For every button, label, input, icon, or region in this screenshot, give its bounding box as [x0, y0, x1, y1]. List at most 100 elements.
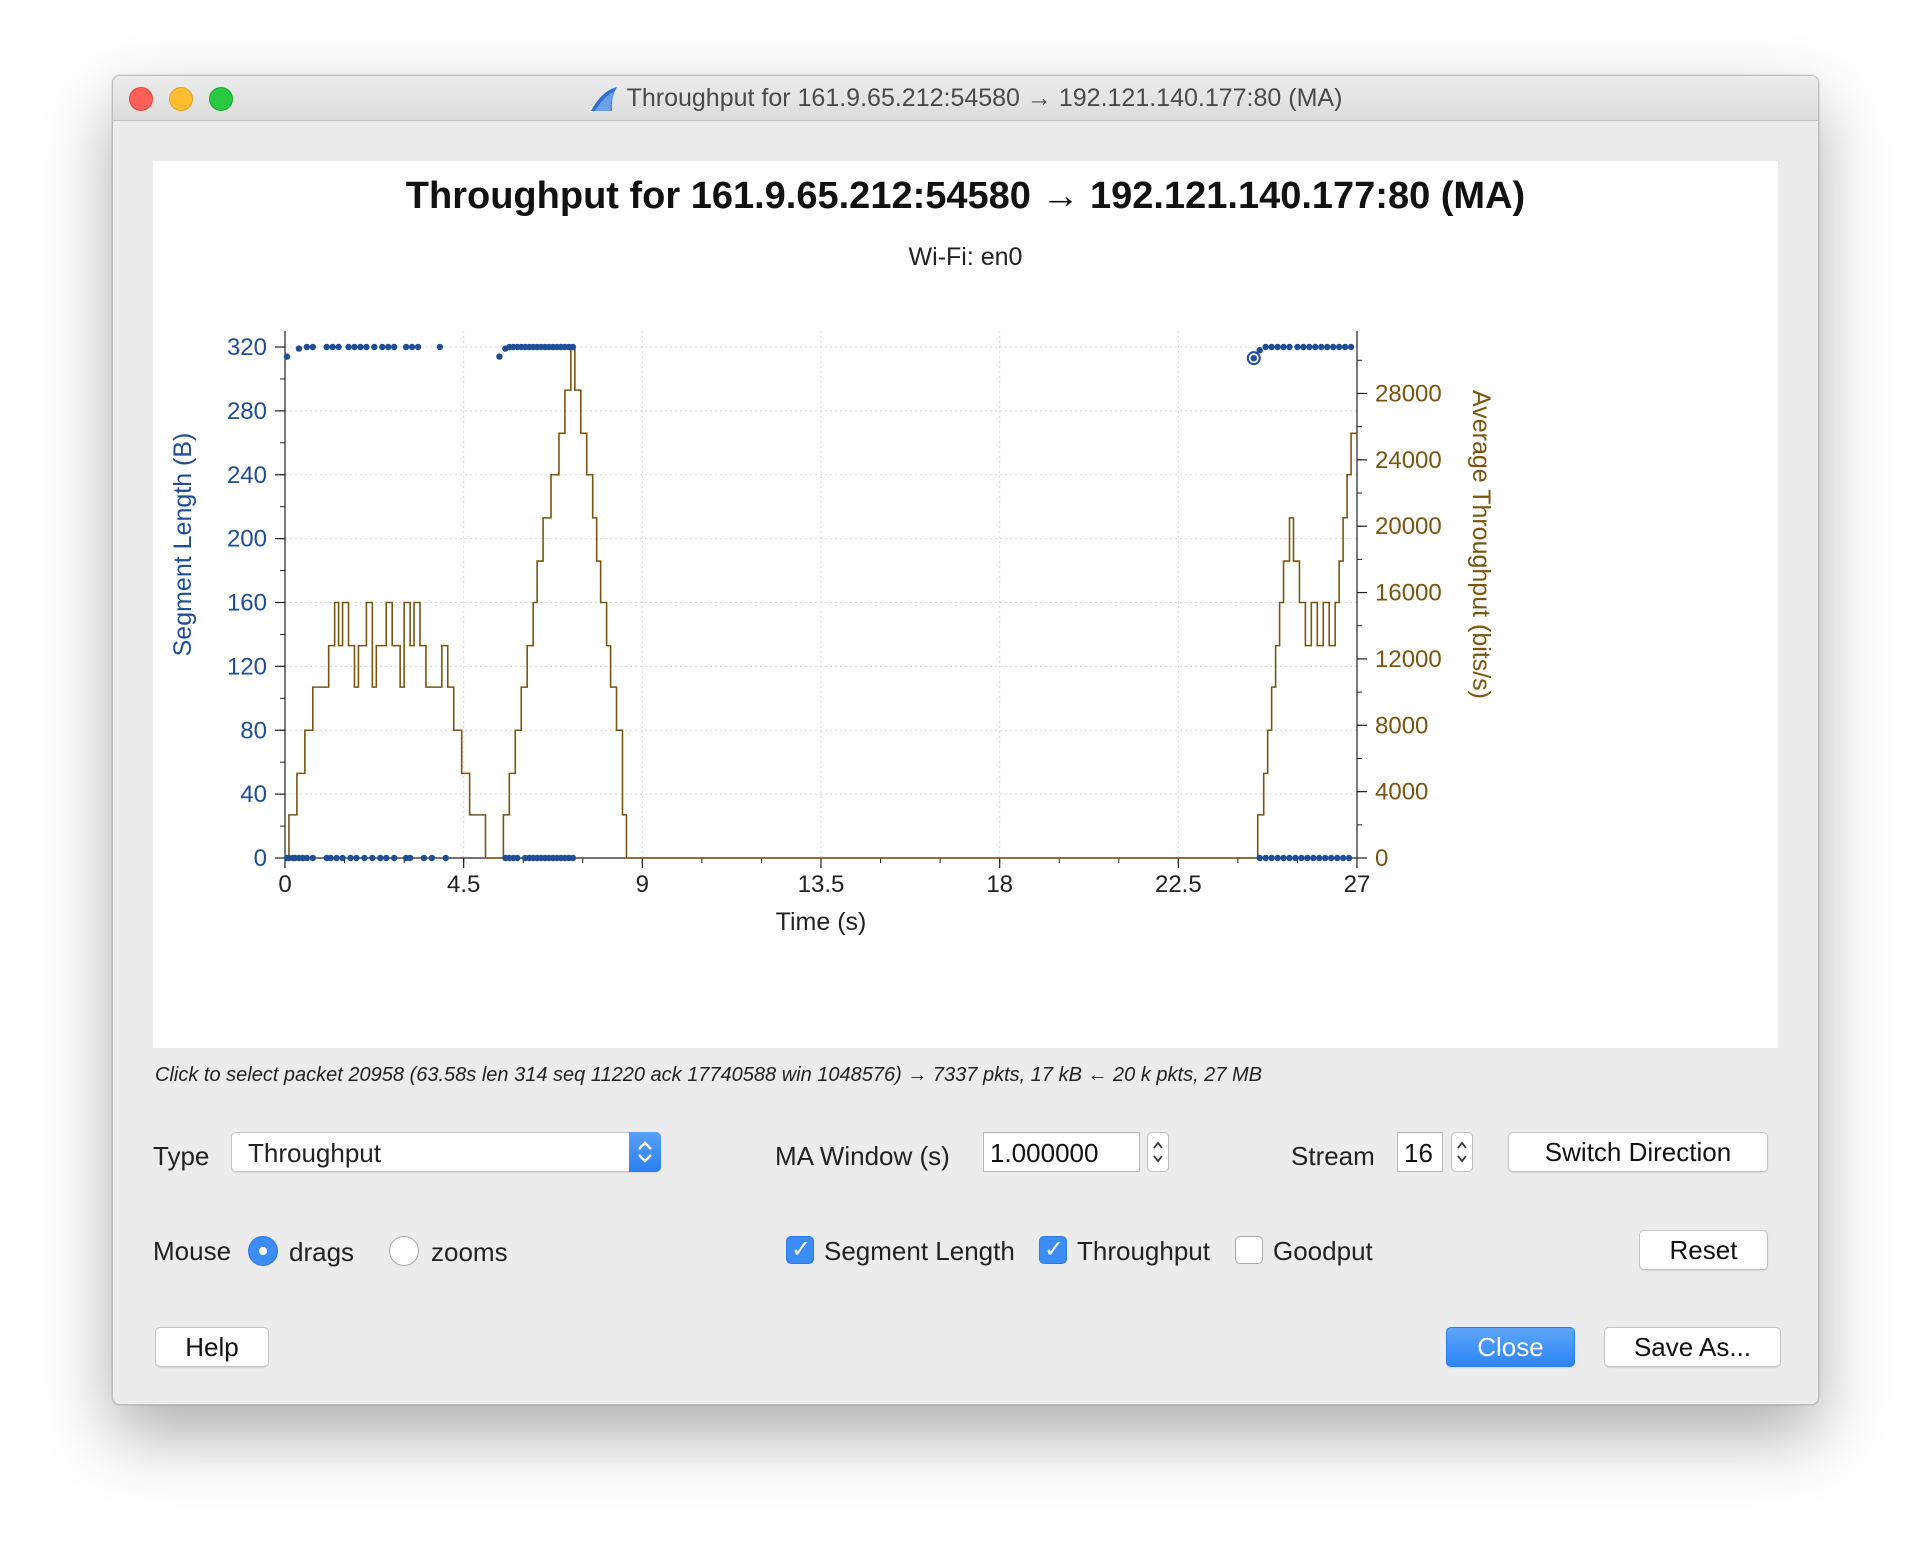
throughput-label[interactable]: Throughput — [1077, 1236, 1210, 1266]
y-left-tick-label: 0 — [254, 845, 267, 872]
x-tick-label: 22.5 — [1155, 871, 1202, 898]
minimize-window-button[interactable] — [169, 87, 193, 111]
segment-length-checkbox[interactable] — [786, 1235, 814, 1264]
title-bar[interactable]: Throughput for 161.9.65.212:54580 → 192.… — [113, 76, 1818, 121]
y-right-axis-label: Average Throughput (bits/s) — [1467, 390, 1495, 699]
segment-point — [390, 343, 398, 351]
segment-point — [1345, 854, 1353, 862]
selected-packet-marker — [1246, 351, 1261, 366]
y-right-tick-label: 12000 — [1375, 646, 1442, 673]
segment-point — [1268, 343, 1275, 351]
segment-point — [363, 343, 370, 351]
y-left-tick-label: 280 — [227, 398, 267, 425]
select-arrows-icon — [629, 1132, 661, 1172]
segment-length-label[interactable]: Segment Length — [824, 1236, 1015, 1266]
segment-point — [295, 345, 303, 352]
segment-point — [1256, 854, 1263, 862]
segment-point — [1250, 354, 1257, 362]
y-left-tick-label: 160 — [227, 590, 267, 617]
segment-point — [1333, 854, 1341, 862]
segment-point — [339, 854, 346, 862]
segment-point — [385, 343, 392, 351]
mouse-drags-label[interactable]: drags — [289, 1237, 355, 1267]
segment-point — [1318, 343, 1325, 351]
mouse-zooms-radio[interactable] — [389, 1236, 419, 1266]
x-tick-label: 18 — [986, 871, 1013, 898]
reset-button[interactable]: Reset — [1639, 1230, 1768, 1270]
type-label: Type — [153, 1141, 210, 1171]
goodput-label[interactable]: Goodput — [1273, 1236, 1373, 1266]
segment-point — [1339, 854, 1347, 862]
x-tick-label: 0 — [278, 871, 291, 898]
status-hint: Click to select packet 20958 (63.58s len… — [155, 1064, 1262, 1086]
segment-point — [347, 854, 354, 862]
segment-point — [1274, 854, 1281, 862]
y-right-tick-label: 0 — [1375, 845, 1388, 872]
segment-point — [333, 854, 340, 862]
segment-point — [353, 854, 360, 862]
segment-point — [335, 343, 342, 351]
mouse-drags-radio[interactable] — [248, 1236, 278, 1266]
segment-point — [1341, 343, 1349, 351]
segment-point — [1286, 854, 1293, 862]
mouse-label: Mouse — [153, 1236, 232, 1266]
segment-point — [1306, 343, 1313, 351]
segment-point — [1274, 343, 1281, 351]
graph-type-select[interactable]: Throughput — [231, 1132, 661, 1172]
window-title: Throughput for 161.9.65.212:54580 → 192.… — [113, 76, 1818, 120]
stream-value: 16 — [1404, 1138, 1433, 1168]
segment-point — [345, 343, 352, 351]
throughput-dialog-window: Throughput for 161.9.65.212:54580 → 192.… — [112, 75, 1819, 1405]
y-left-tick-label: 240 — [227, 462, 267, 489]
ma-window-value: 1.000000 — [990, 1138, 1099, 1168]
zoom-window-button[interactable] — [209, 87, 233, 111]
x-tick-label: 4.5 — [447, 871, 480, 898]
stream-stepper[interactable] — [1451, 1132, 1473, 1172]
goodput-checkbox[interactable] — [1235, 1236, 1263, 1264]
segment-point — [329, 343, 336, 351]
segment-point — [371, 343, 378, 351]
switch-direction-button[interactable]: Switch Direction — [1508, 1132, 1768, 1172]
segment-point — [496, 353, 503, 360]
close-button[interactable]: Close — [1446, 1327, 1575, 1367]
segment-point — [406, 854, 414, 862]
plot-title: Throughput for 161.9.65.212:54580 → 192.… — [405, 175, 1526, 217]
close-window-button[interactable] — [129, 87, 153, 111]
stream-input[interactable]: 16 — [1397, 1132, 1443, 1172]
stream-label: Stream — [1291, 1141, 1375, 1171]
segment-point — [361, 854, 368, 862]
y-right-tick-label: 24000 — [1375, 447, 1442, 474]
segment-point — [379, 343, 386, 351]
segment-point — [1280, 343, 1287, 351]
segment-point — [408, 343, 416, 351]
segment-point — [1300, 343, 1307, 351]
segment-point — [1286, 343, 1293, 351]
save-as-button[interactable]: Save As... — [1604, 1327, 1781, 1367]
segment-point — [377, 854, 384, 862]
throughput-chart[interactable]: 0 4.5 9 13.5 18 22.5 2704080120160200240280320… — [153, 161, 1778, 1048]
window-title-text: Throughput for 161.9.65.212:54580 → 192.… — [626, 84, 1343, 112]
segment-point — [283, 353, 291, 360]
segment-point — [1262, 343, 1269, 351]
segment-point — [1294, 343, 1301, 351]
plot-panel[interactable]: Throughput for 161.9.65.212:54580 → 192.… — [153, 161, 1778, 1048]
segment-point — [1262, 854, 1269, 862]
throughput-checkbox[interactable] — [1039, 1235, 1067, 1264]
ma-window-input[interactable]: 1.000000 — [983, 1132, 1140, 1172]
segment-point — [1268, 854, 1275, 862]
stepper-arrows-icon — [1153, 1141, 1163, 1163]
ma-window-stepper[interactable] — [1147, 1132, 1169, 1172]
segment-point — [303, 854, 311, 862]
segment-point — [1324, 343, 1331, 351]
help-button[interactable]: Help — [155, 1327, 269, 1367]
segment-point — [442, 854, 449, 862]
y-right-tick-label: 4000 — [1375, 779, 1428, 806]
segment-point — [309, 343, 316, 351]
ma-window-label: MA Window (s) — [775, 1141, 950, 1171]
segment-point — [1335, 343, 1343, 351]
stepper-arrows-icon — [1457, 1141, 1467, 1163]
mouse-zooms-label[interactable]: zooms — [431, 1237, 508, 1267]
segment-point — [1312, 343, 1319, 351]
y-right-tick-label: 8000 — [1375, 712, 1428, 739]
segment-point — [1310, 854, 1317, 862]
